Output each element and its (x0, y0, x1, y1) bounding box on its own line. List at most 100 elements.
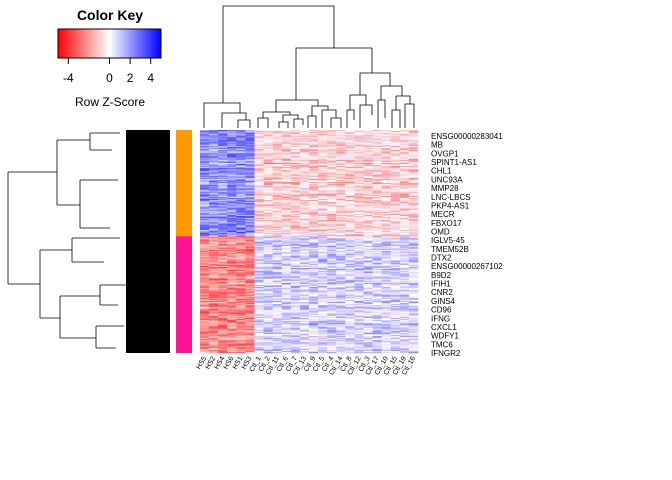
heatmap-cell (200, 316, 210, 319)
heatmap-cell (290, 234, 301, 236)
heatmap-cell (363, 207, 373, 209)
heatmap-cell (263, 145, 273, 148)
heatmap-cell (200, 190, 210, 192)
heatmap-cell (254, 304, 264, 306)
heatmap-cell (390, 257, 401, 259)
heatmap-cell (381, 216, 392, 218)
row-dendrogram-leaves (126, 130, 170, 353)
heatmap-cell (345, 274, 355, 276)
heatmap-cell (200, 178, 210, 181)
heatmap-cell (245, 185, 255, 187)
heatmap-cell (236, 233, 246, 235)
heatmap-cell (209, 200, 219, 202)
heatmap-cell (209, 206, 219, 208)
heatmap-cell (281, 226, 292, 228)
heatmap-cell (399, 218, 410, 220)
heatmap-cell (254, 269, 264, 271)
heatmap-cell (318, 139, 328, 141)
heatmap-cell (381, 174, 392, 176)
heatmap-cell (272, 325, 283, 327)
heatmap-cell (327, 235, 337, 237)
heatmap-cell (336, 149, 346, 151)
heatmap-cell (209, 191, 219, 193)
heatmap-cell (245, 135, 255, 137)
heatmap-cell (408, 283, 419, 286)
heatmap-cell (227, 150, 237, 152)
heatmap-cell (390, 332, 401, 335)
heatmap-cell (200, 344, 210, 346)
heatmap-cell (318, 282, 328, 285)
heatmap-cell (345, 248, 355, 251)
heatmap-cell (263, 197, 273, 200)
heatmap-cell (390, 281, 401, 284)
heatmap-cell (209, 201, 219, 203)
heatmap-cell (381, 255, 392, 257)
heatmap-cell (399, 153, 410, 155)
heatmap-cell (254, 169, 264, 171)
heatmap-cell (363, 320, 373, 322)
heatmap-cell (299, 271, 310, 273)
heatmap-cell (399, 342, 410, 344)
heatmap-cell (354, 209, 364, 211)
heatmap-cell (245, 311, 255, 313)
heatmap-cell (318, 238, 328, 240)
heatmap-cell (318, 346, 328, 348)
heatmap-cell (318, 221, 328, 223)
heatmap-cell (263, 135, 273, 137)
heatmap-cell (209, 257, 219, 259)
heatmap-cell (254, 262, 264, 265)
heatmap-cell (200, 130, 210, 132)
heatmap-cell (281, 179, 292, 182)
heatmap-cell (372, 192, 382, 195)
heatmap-cell (272, 329, 283, 331)
heatmap-cell (299, 299, 310, 302)
heatmap-cell (363, 184, 373, 186)
heatmap-cell (345, 175, 355, 178)
heatmap-cell (363, 231, 373, 234)
heatmap-cell (254, 297, 264, 300)
heatmap-cell (408, 266, 419, 269)
heatmap-cell (408, 286, 419, 288)
heatmap-cell (399, 172, 410, 174)
heatmap-cell (318, 250, 328, 252)
heatmap-cell (209, 171, 219, 173)
heatmap-cell (399, 309, 410, 311)
heatmap-cell (372, 324, 382, 326)
heatmap-cell (299, 263, 310, 266)
heatmap-cell (327, 162, 337, 165)
heatmap-cell (290, 302, 301, 304)
heatmap-cell (336, 192, 346, 195)
heatmap-cell (299, 302, 310, 304)
heatmap-cell (318, 207, 328, 209)
heatmap-cell (299, 348, 310, 351)
heatmap-cell (408, 233, 419, 235)
heatmap-cell (281, 185, 292, 187)
heatmap-cell (309, 231, 319, 234)
heatmap-cell (245, 340, 255, 342)
heatmap-cell (336, 280, 346, 283)
heatmap-cell (381, 290, 392, 292)
heatmap-cell (236, 266, 246, 269)
heatmap-cell (345, 298, 355, 301)
heatmap-cell (200, 291, 210, 293)
heatmap-cell (327, 347, 337, 350)
heatmap-cell (327, 218, 337, 220)
heatmap-cell (263, 251, 273, 253)
heatmap-cell (272, 324, 283, 326)
heatmap-cell (236, 227, 246, 230)
heatmap-cell (227, 225, 237, 227)
heatmap-cell (390, 241, 401, 243)
heatmap-cell (399, 298, 410, 301)
heatmap-cell (390, 337, 401, 339)
heatmap-cell (245, 200, 255, 202)
heatmap-cell (327, 134, 337, 136)
heatmap-cell (200, 227, 210, 230)
heatmap-cell (209, 194, 219, 197)
heatmap-cell (363, 202, 373, 204)
heatmap-cell (236, 272, 246, 274)
heatmap-cell (281, 283, 292, 286)
heatmap-cell (236, 214, 246, 217)
heatmap-cell (372, 163, 382, 166)
heatmap-cell (245, 281, 255, 284)
heatmap-cell (299, 222, 310, 224)
